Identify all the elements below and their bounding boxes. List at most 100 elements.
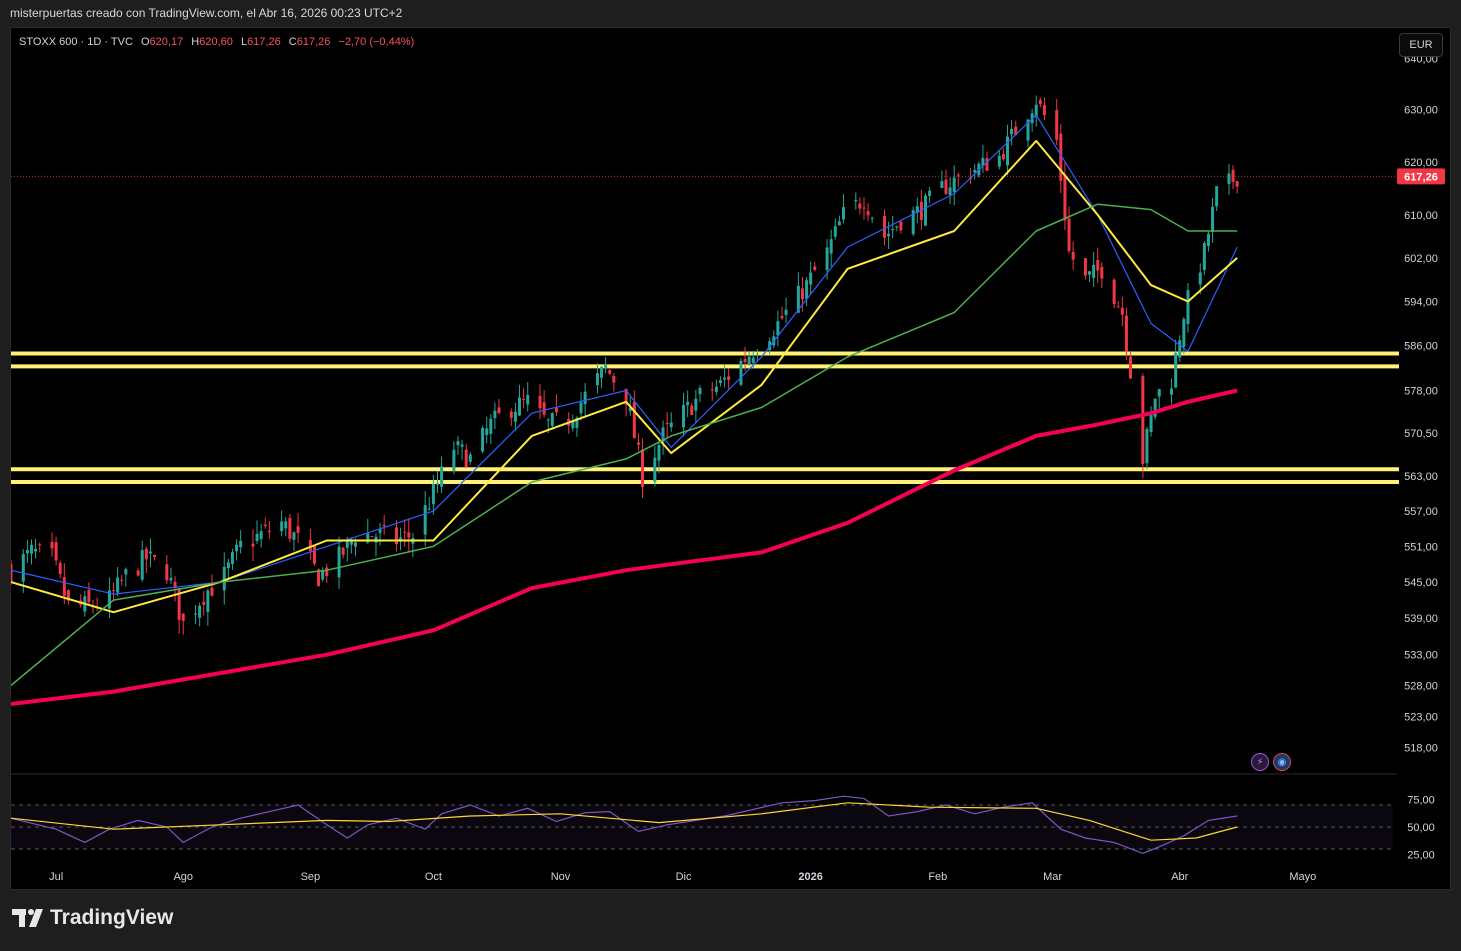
candle-body	[714, 386, 718, 392]
high-value: 620,60	[199, 36, 233, 48]
price-chart[interactable]: 640,00 630,00 620,00 610,00 602,00 594,00 586,…	[11, 28, 1450, 889]
candle-body	[1001, 153, 1005, 160]
candle-body	[378, 529, 382, 533]
date-tick-label: Nov	[551, 871, 571, 883]
candle-body	[1231, 169, 1235, 182]
candle-body	[1059, 133, 1063, 181]
candle-body	[30, 544, 34, 554]
symbol-label: STOXX 600 · 1D · TVC	[19, 36, 133, 48]
candle-body	[497, 407, 501, 414]
candle-body	[928, 190, 932, 196]
candle-body	[312, 545, 316, 564]
open-key: O	[140, 36, 150, 48]
price-tick-label: 630,00	[1404, 105, 1438, 117]
lightning-icon[interactable]: ⚡	[1251, 753, 1269, 771]
candle-body	[727, 376, 731, 381]
candle-body	[583, 391, 587, 405]
low-key: L	[240, 36, 248, 48]
candle-body	[456, 441, 460, 446]
candle-body	[661, 427, 665, 443]
indicator-badges: ⚡ ◉	[1251, 753, 1291, 771]
candle-body	[653, 457, 657, 482]
candle-body	[288, 518, 292, 539]
candle-body	[144, 548, 148, 560]
price-tick-label: 640,00	[1404, 53, 1438, 65]
price-tick-label: 545,00	[1404, 577, 1438, 589]
low-value: 617,26	[247, 36, 281, 48]
candle-body	[116, 577, 120, 593]
candle-body	[887, 233, 891, 237]
chart-frame[interactable]: STOXX 600 · 1D · TVC O620,17 H620,60 L61…	[10, 27, 1451, 890]
price-tick-label: 523,00	[1404, 711, 1438, 723]
candle-body	[1215, 186, 1219, 207]
date-tick-label: Sep	[301, 871, 321, 883]
candle-body	[1034, 104, 1038, 117]
candle-body	[997, 155, 1001, 167]
candle-body	[571, 421, 575, 429]
candle-body	[423, 505, 427, 535]
candle-body	[858, 203, 862, 209]
candle-body	[440, 466, 444, 487]
candle-body	[1100, 266, 1104, 279]
candle-body	[747, 356, 751, 365]
candle-body	[452, 449, 456, 471]
candle-body	[657, 444, 661, 461]
candle-body	[554, 407, 558, 413]
candle-body	[321, 570, 325, 580]
candle-body	[353, 542, 357, 547]
candle-body	[1067, 218, 1071, 252]
candle-body	[1038, 100, 1042, 104]
price-tick-label: 518,00	[1404, 743, 1438, 755]
globe-icon[interactable]: ◉	[1273, 753, 1291, 771]
currency-button[interactable]: EUR	[1399, 33, 1443, 57]
candle-body	[239, 540, 243, 548]
candle-body	[973, 170, 977, 173]
candle-body	[198, 605, 202, 618]
candle-body	[54, 542, 58, 561]
candle-body	[136, 570, 140, 576]
tradingview-logo[interactable]: TradingView	[12, 906, 173, 930]
candle-body	[710, 389, 714, 391]
candle-body	[50, 541, 54, 549]
date-tick-label: Feb	[928, 871, 947, 883]
candle-body	[694, 398, 698, 411]
candle-body	[1071, 251, 1075, 260]
rsi-line	[11, 795, 1238, 855]
candle-body	[780, 316, 784, 319]
ma200-line	[11, 388, 1238, 706]
candle-body	[1198, 272, 1202, 285]
price-tick-label: 563,00	[1404, 471, 1438, 483]
candle-body	[776, 321, 780, 336]
candle-body	[349, 540, 353, 545]
candle-body	[255, 533, 259, 541]
candle-body	[394, 527, 398, 545]
candle-body	[292, 532, 296, 540]
candle-body	[866, 211, 870, 216]
candle-body	[148, 551, 152, 554]
candle-body	[829, 239, 833, 254]
candle-body	[1174, 352, 1178, 388]
price-tick-label: 557,00	[1404, 506, 1438, 518]
date-tick-label: Mar	[1043, 871, 1062, 883]
candle-body	[263, 524, 267, 526]
candle-body	[509, 411, 513, 418]
candle-body	[1096, 260, 1100, 271]
candle-body	[460, 444, 464, 447]
rsi-tick-label: 50,00	[1407, 822, 1435, 834]
price-tick-label: 610,00	[1404, 210, 1438, 222]
candle-body	[62, 577, 66, 596]
candle-body	[604, 364, 608, 368]
candle-body	[153, 554, 157, 557]
candle-body	[743, 358, 747, 362]
price-tick-label: 594,00	[1404, 297, 1438, 309]
date-tick-label: 2026	[798, 871, 822, 883]
candle-body	[751, 357, 755, 363]
candle-body	[805, 280, 809, 299]
candle-body	[665, 423, 669, 425]
candle-body	[382, 524, 386, 527]
candle-body	[230, 552, 234, 564]
candle-body	[66, 590, 70, 601]
candle-body	[1141, 376, 1145, 465]
candle-body	[468, 454, 472, 462]
price-tick-label: 539,00	[1404, 613, 1438, 625]
